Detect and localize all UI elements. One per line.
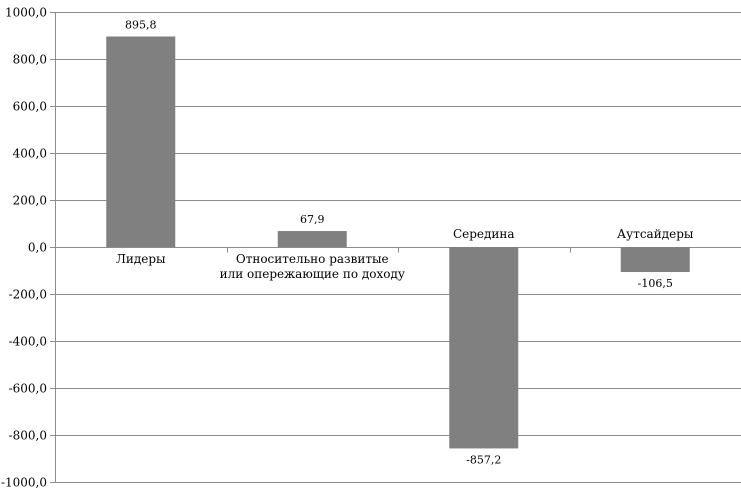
bar-value-label: -857,2: [466, 453, 501, 466]
y-tick-label: -400,0: [9, 335, 47, 349]
bars: [106, 36, 690, 449]
y-tick-label: -200,0: [9, 288, 47, 302]
category-label: или опережающие по доходу: [220, 267, 405, 281]
y-tick-label: 0,0: [28, 241, 47, 255]
y-tick-label: 400,0: [13, 147, 47, 161]
category-label: Относительно развитые: [236, 252, 389, 266]
bar-value-label: -106,5: [638, 277, 673, 290]
bar-value-label: 895,8: [125, 18, 157, 31]
y-tick-label: -600,0: [9, 382, 47, 396]
y-tick-label: -800,0: [9, 429, 47, 443]
category-label: Аутсайдеры: [617, 227, 694, 241]
axes: [55, 12, 571, 482]
bar: [449, 247, 519, 449]
y-tick-label: 200,0: [13, 194, 47, 208]
y-tick-label: -1000,0: [1, 476, 47, 490]
bar: [620, 247, 690, 273]
bar-value-label: 67,9: [300, 213, 325, 226]
y-tick-label: 800,0: [13, 53, 47, 67]
y-tick-label: 1000,0: [5, 6, 47, 20]
category-label: Лидеры: [116, 252, 166, 266]
bar: [106, 36, 176, 247]
category-label: Середина: [453, 227, 515, 241]
labels: 1000,0 800,0 600,0 400,0 200,0 0,0 -200,0 -400,…: [1, 6, 694, 490]
y-tick-label: 600,0: [13, 100, 47, 114]
bar: [277, 231, 347, 247]
